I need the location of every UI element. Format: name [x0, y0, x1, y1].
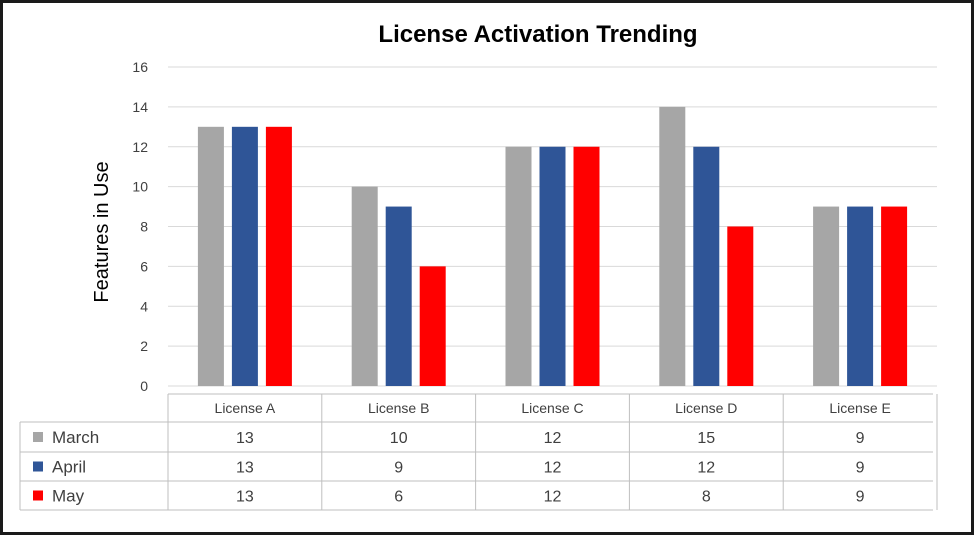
- bar-may-4: [727, 226, 754, 386]
- bar-march-2: [351, 186, 378, 386]
- y-tick-label: 4: [140, 298, 148, 314]
- y-tick-label: 10: [132, 179, 148, 195]
- y-tick-label: 14: [132, 99, 148, 115]
- bar-april-3: [539, 146, 566, 386]
- bar-march-1: [197, 126, 224, 386]
- y-tick-label: 12: [132, 139, 148, 155]
- table-cell: 8: [702, 489, 711, 506]
- y-axis-label: Features in Use: [91, 161, 113, 302]
- bar-april-2: [385, 206, 412, 386]
- legend-key-may: [33, 490, 43, 501]
- y-tick-label: 6: [140, 258, 148, 274]
- bar-april-1: [231, 126, 258, 386]
- table-cell: 12: [544, 460, 562, 477]
- legend-key-april: [33, 461, 43, 472]
- category-label: License E: [829, 400, 890, 416]
- y-tick-label: 2: [140, 338, 148, 354]
- y-tick-label: 0: [140, 378, 148, 394]
- bar-april-4: [693, 146, 720, 386]
- category-label: License C: [521, 400, 583, 416]
- table-cell: 13: [236, 460, 254, 477]
- y-tick-label: 16: [132, 59, 148, 75]
- table-cell: 12: [544, 430, 562, 447]
- category-label: License B: [368, 400, 429, 416]
- table-cell: 13: [236, 489, 254, 506]
- category-label: License A: [215, 400, 276, 416]
- table-cell: 15: [697, 430, 715, 447]
- table-cell: 12: [697, 460, 715, 477]
- table-cell: 9: [856, 460, 865, 477]
- legend-label-april: April: [52, 458, 86, 477]
- table-cell: 9: [394, 460, 403, 477]
- table-cell: 10: [390, 430, 408, 447]
- bar-march-5: [813, 206, 840, 386]
- bar-april-5: [847, 206, 874, 386]
- table-cell: 9: [856, 430, 865, 447]
- category-label: License D: [675, 400, 737, 416]
- legend-label-may: May: [52, 487, 85, 506]
- bar-march-4: [659, 106, 686, 386]
- table-cell: 13: [236, 430, 254, 447]
- bar-may-1: [265, 126, 292, 386]
- table-cell: 12: [544, 489, 562, 506]
- table-cell: 6: [394, 489, 403, 506]
- y-tick-label: 8: [140, 219, 148, 235]
- data-table: License A License B License C License D Lice…: [19, 393, 938, 511]
- bar-may-2: [419, 266, 446, 386]
- legend-key-march: [33, 432, 43, 442]
- bar-may-5: [881, 206, 908, 386]
- bar-march-3: [505, 146, 532, 386]
- table-cell: 9: [856, 489, 865, 506]
- legend-label-march: March: [52, 428, 99, 447]
- bar-may-3: [573, 146, 600, 386]
- chart-title: License Activation Trending: [378, 21, 697, 48]
- y-axis-ticks: 0 2 4 6 8 10 12 14 16: [132, 59, 148, 394]
- bars: [197, 106, 908, 386]
